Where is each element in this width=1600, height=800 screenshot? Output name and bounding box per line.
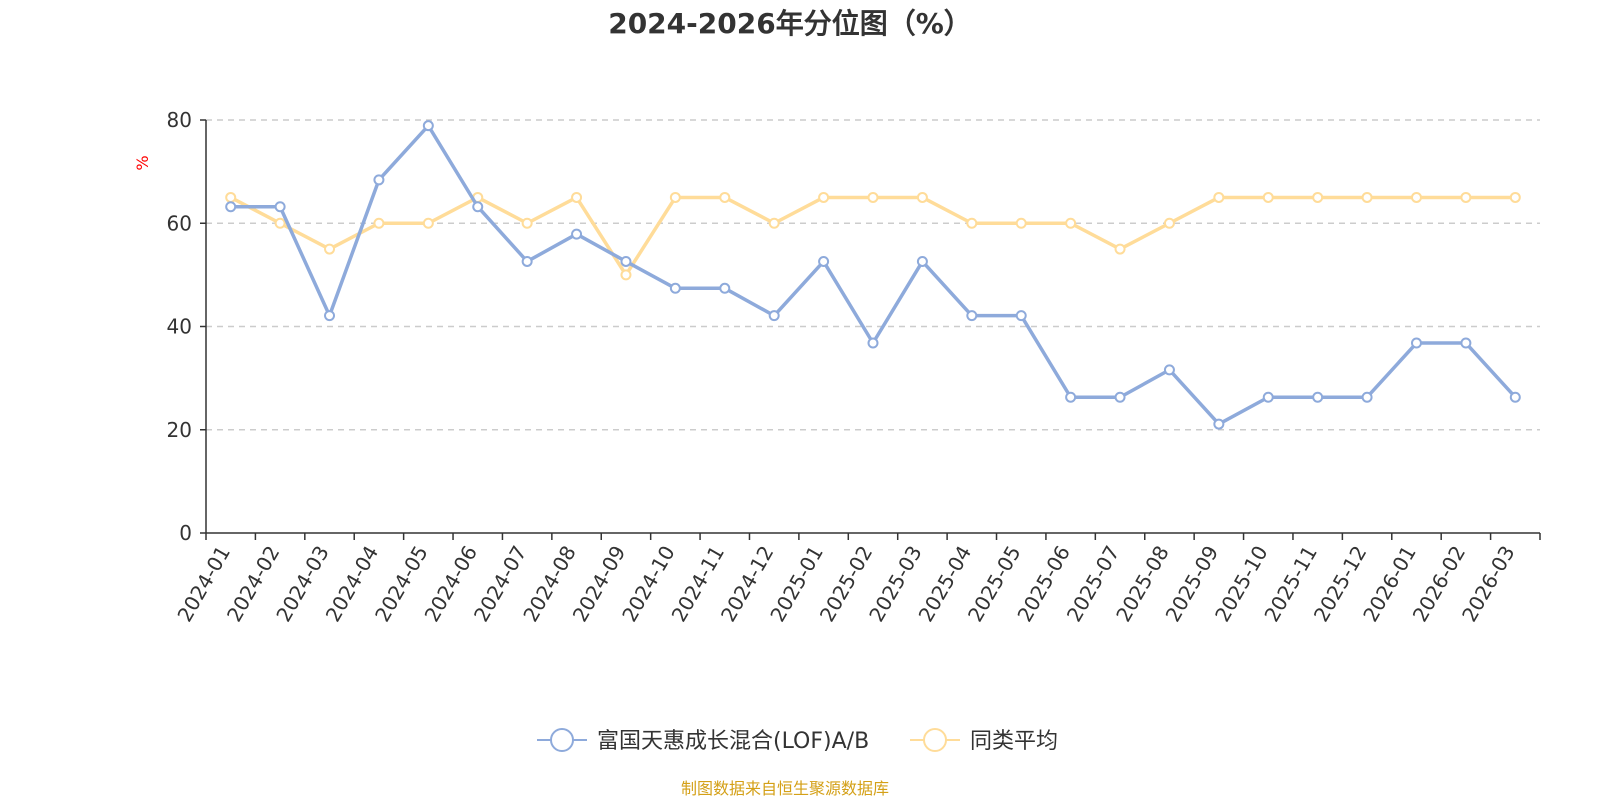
data-point: [324, 310, 336, 322]
source-note: 制图数据来自恒生聚源数据库: [681, 779, 889, 798]
data-point: [1312, 391, 1324, 403]
data-point: [867, 337, 879, 349]
data-point: [719, 191, 731, 203]
y-axis-label: %: [133, 155, 152, 170]
data-point: [1065, 391, 1077, 403]
legend-label: 富国天惠成长混合(LOF)A/B: [597, 729, 869, 754]
data-point: [719, 282, 731, 294]
data-point: [620, 255, 632, 267]
data-point: [1114, 391, 1126, 403]
data-point: [966, 310, 978, 322]
data-point: [1015, 310, 1027, 322]
data-point: [867, 191, 879, 203]
data-point: [1262, 191, 1274, 203]
legend-label: 同类平均: [970, 729, 1058, 754]
data-point: [274, 201, 286, 213]
data-point: [1262, 391, 1274, 403]
data-point: [1460, 191, 1472, 203]
data-point: [768, 217, 780, 229]
y-tick-label: 0: [179, 521, 192, 545]
data-point: [373, 174, 385, 186]
data-point: [1509, 191, 1521, 203]
data-point: [1361, 191, 1373, 203]
data-point: [1114, 243, 1126, 255]
series-line: [229, 195, 1516, 277]
x-tick-labels: 2024-012024-022024-032024-042024-052024-…: [172, 541, 1519, 625]
legend-marker: [550, 728, 574, 752]
y-tick-label: 80: [167, 108, 192, 132]
data-point: [472, 201, 484, 213]
data-point: [521, 255, 533, 267]
data-point: [324, 243, 336, 255]
data-point: [1213, 418, 1225, 430]
data-point: [1312, 191, 1324, 203]
chart-title: 2024-2026年分位图（%）: [608, 7, 972, 40]
data-point: [1213, 191, 1225, 203]
series-line: [230, 123, 1517, 426]
data-point: [1065, 217, 1077, 229]
series-layer: [225, 120, 1521, 430]
data-point: [1410, 337, 1422, 349]
data-point: [620, 269, 632, 281]
data-point: [818, 255, 830, 267]
data-point: [966, 217, 978, 229]
legend-item[interactable]: 同类平均: [910, 728, 1058, 754]
data-point: [916, 255, 928, 267]
data-point: [571, 191, 583, 203]
grid-lines: [206, 119, 1540, 431]
data-point: [669, 282, 681, 294]
data-point: [521, 217, 533, 229]
legend-marker: [923, 728, 947, 752]
y-tick-labels: 0 20 40 60 80: [167, 108, 192, 545]
legend[interactable]: 富国天惠成长混合(LOF)A/B 同类平均: [537, 728, 1058, 754]
data-point: [274, 217, 286, 229]
data-point: [1163, 364, 1175, 376]
data-point: [225, 191, 237, 203]
data-point: [818, 191, 830, 203]
data-point: [1410, 191, 1422, 203]
data-point: [1361, 391, 1373, 403]
data-point: [1163, 217, 1175, 229]
y-tick-label: 40: [167, 315, 192, 339]
data-point: [1509, 391, 1521, 403]
y-tick-label: 20: [167, 418, 192, 442]
data-point: [1015, 217, 1027, 229]
axes: [200, 119, 1541, 540]
y-tick-label: 60: [167, 211, 192, 235]
data-point: [422, 120, 434, 132]
data-point: [571, 228, 583, 240]
data-point: [422, 217, 434, 229]
data-point: [225, 201, 237, 213]
data-point: [916, 191, 928, 203]
data-point: [669, 191, 681, 203]
data-point: [373, 217, 385, 229]
legend-item[interactable]: 富国天惠成长混合(LOF)A/B: [537, 728, 869, 754]
data-point: [768, 310, 780, 322]
data-point: [1460, 337, 1472, 349]
